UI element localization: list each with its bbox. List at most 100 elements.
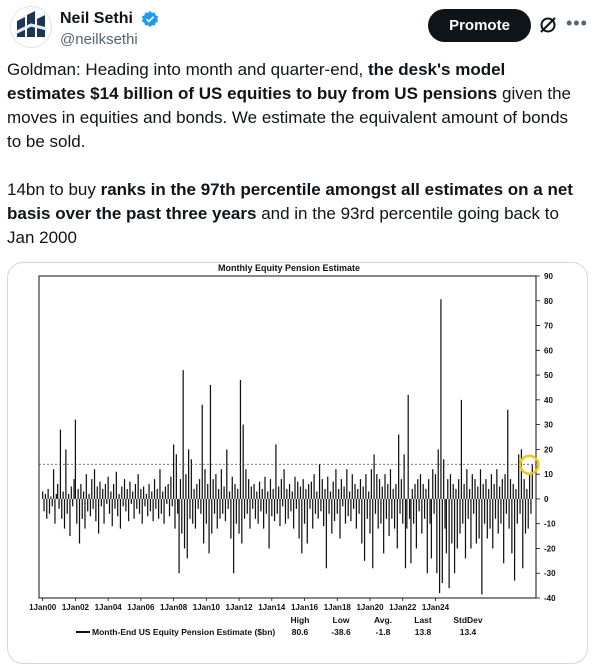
bar bbox=[208, 498, 210, 554]
bar bbox=[504, 474, 506, 499]
author-handle[interactable]: @neilksethi bbox=[60, 31, 138, 48]
bar bbox=[249, 498, 251, 529]
bar bbox=[452, 484, 454, 499]
bar bbox=[338, 489, 340, 499]
bar bbox=[513, 498, 516, 581]
bar bbox=[43, 498, 45, 512]
bar bbox=[231, 476, 233, 499]
bar bbox=[162, 491, 164, 499]
bar bbox=[106, 498, 108, 504]
bar bbox=[46, 498, 48, 519]
bar bbox=[121, 486, 123, 499]
bar bbox=[252, 498, 254, 509]
bar bbox=[179, 479, 182, 499]
bar bbox=[299, 486, 302, 499]
bar bbox=[130, 498, 132, 504]
bar bbox=[234, 484, 236, 499]
bar bbox=[327, 476, 329, 499]
bar bbox=[344, 498, 347, 524]
bar bbox=[200, 498, 202, 514]
tweet-p1-c: given the moves in equities and bonds. W… bbox=[7, 84, 571, 151]
bar bbox=[456, 498, 458, 549]
bar bbox=[310, 481, 312, 499]
x-tick-label: 1Jan00 bbox=[29, 603, 57, 612]
bar bbox=[233, 498, 235, 574]
bar bbox=[211, 498, 213, 534]
bar bbox=[84, 498, 86, 529]
bar bbox=[183, 498, 186, 549]
more-icon[interactable]: ••• bbox=[566, 13, 588, 33]
bar bbox=[112, 484, 115, 499]
x-axis-ticks: 1Jan00 1Jan02 1Jan04 1Jan06 1Jan08 1Jan10 1Jan… bbox=[29, 598, 450, 612]
bar bbox=[78, 498, 81, 544]
promote-button[interactable]: Promote bbox=[428, 9, 531, 42]
author-name[interactable]: Neil Sethi bbox=[60, 10, 159, 28]
bar bbox=[149, 498, 152, 512]
bar bbox=[102, 489, 104, 499]
bar bbox=[436, 498, 438, 574]
bar bbox=[271, 498, 273, 517]
bar bbox=[522, 498, 524, 569]
bar bbox=[422, 484, 424, 499]
author-name-text[interactable]: Neil Sethi bbox=[60, 10, 133, 27]
bar bbox=[272, 489, 274, 499]
bar bbox=[359, 479, 362, 499]
bar bbox=[123, 479, 126, 499]
grok-icon[interactable] bbox=[538, 15, 558, 35]
bar bbox=[462, 498, 464, 524]
chart-legend: Month-End US Equity Pension Estimate ($b… bbox=[76, 615, 483, 637]
bar bbox=[323, 498, 325, 527]
bar bbox=[332, 481, 334, 499]
x-tick-label: 1Jan06 bbox=[127, 603, 155, 612]
plot-frame bbox=[38, 275, 537, 599]
bar bbox=[290, 498, 292, 512]
bar bbox=[440, 299, 442, 499]
bar bbox=[163, 498, 165, 524]
bar bbox=[70, 486, 72, 499]
bar bbox=[527, 498, 529, 529]
bar bbox=[494, 498, 497, 519]
bars-group bbox=[42, 299, 533, 595]
bar bbox=[141, 498, 143, 524]
bar bbox=[140, 489, 142, 499]
bar bbox=[418, 498, 420, 512]
bar bbox=[336, 498, 338, 514]
legend-stat-value: 80.6 bbox=[292, 627, 309, 637]
x-tick-label: 1Jan04 bbox=[95, 603, 123, 612]
tweet-p2-a: 14bn to buy bbox=[7, 180, 101, 199]
bar bbox=[374, 498, 377, 514]
author-avatar[interactable] bbox=[10, 6, 52, 48]
bar bbox=[99, 481, 101, 499]
bar bbox=[118, 493, 120, 499]
bar bbox=[129, 481, 131, 499]
bar bbox=[496, 469, 498, 499]
bar bbox=[209, 384, 212, 499]
bar bbox=[273, 498, 276, 522]
bar bbox=[370, 469, 372, 499]
bar bbox=[342, 498, 344, 507]
bar bbox=[321, 479, 323, 499]
bar bbox=[512, 484, 514, 499]
chart-image[interactable]: Monthly Equity Pension Estimate 90 80 70 60… bbox=[7, 262, 588, 664]
bar bbox=[481, 498, 483, 595]
bar bbox=[505, 498, 508, 514]
bar bbox=[339, 498, 341, 539]
bar bbox=[392, 489, 394, 499]
bar bbox=[467, 498, 469, 519]
y-tick-label: 90 bbox=[544, 272, 553, 281]
bar bbox=[171, 498, 173, 507]
bar bbox=[448, 498, 450, 589]
bar bbox=[316, 491, 318, 499]
bar bbox=[301, 498, 303, 554]
legend-stat-label: Last bbox=[414, 615, 432, 625]
bar bbox=[293, 498, 295, 529]
bar bbox=[241, 498, 243, 544]
bar bbox=[228, 491, 231, 499]
legend-stat-label: High bbox=[291, 615, 310, 625]
bar bbox=[519, 498, 521, 514]
tweet-p2-b: ranks in the 97th percentile amongst all… bbox=[7, 180, 573, 223]
bar bbox=[192, 498, 194, 524]
bar bbox=[48, 498, 51, 514]
bar bbox=[267, 491, 269, 499]
bar bbox=[223, 486, 225, 499]
